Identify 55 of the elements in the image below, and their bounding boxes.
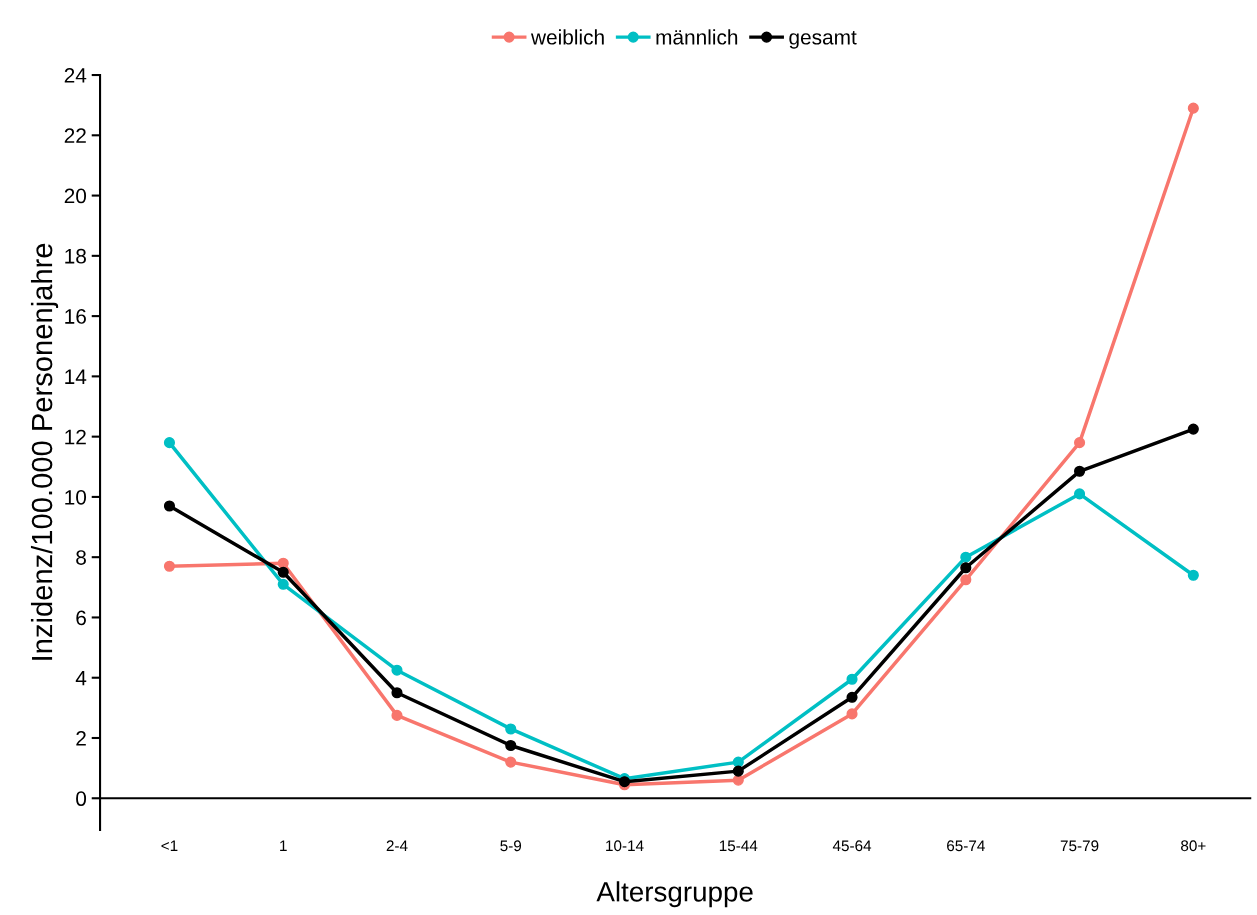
x-tick-label: 75-79 (1060, 840, 1099, 852)
point (960, 551, 972, 563)
y-tick-label: 0 (76, 791, 87, 807)
point (391, 709, 403, 721)
point (1074, 488, 1086, 500)
x-tick-label: 15-44 (719, 840, 758, 852)
y-tick-label: 10 (65, 489, 87, 505)
y-tick-label: 20 (64, 188, 87, 204)
point (846, 691, 858, 703)
legend-label: weiblich (530, 29, 604, 45)
point (960, 574, 972, 586)
x-tick-label: 45-64 (832, 840, 872, 852)
point (163, 560, 176, 572)
x-axis-title: Altersgruppe (596, 881, 753, 908)
y-tick-label: 24 (64, 68, 87, 83)
y-tick-label: 2 (76, 731, 86, 746)
y-tick-label: 16 (65, 309, 86, 324)
point (163, 437, 176, 449)
point (732, 765, 744, 777)
y-tick-label: 22 (64, 128, 86, 143)
point (277, 566, 289, 578)
y-axis-title: Inzidenz/100.000 Personenjahre (30, 243, 59, 660)
point (732, 756, 744, 768)
x-tick-label: 2-4 (386, 840, 408, 851)
point (505, 723, 517, 735)
y-tick-label: 8 (76, 550, 86, 565)
point (732, 774, 744, 786)
y-tick-label: 18 (65, 248, 86, 264)
point (505, 739, 517, 752)
point (391, 664, 403, 676)
x-tick-label: <1 (161, 840, 178, 851)
legend-label: männlich (656, 29, 738, 45)
x-tick-label: 65-74 (947, 840, 985, 852)
point (960, 562, 972, 574)
x-tick-label: 80+ (1181, 840, 1206, 852)
y-tick-label: 12 (65, 429, 86, 445)
point (1074, 465, 1086, 477)
point (277, 578, 289, 590)
point (1187, 569, 1199, 581)
point (1187, 423, 1199, 435)
point (846, 673, 858, 685)
point (846, 708, 858, 720)
y-tick-label: 4 (75, 670, 87, 686)
y-tick-label: 6 (76, 610, 86, 626)
legend-label: gesamt (789, 30, 857, 49)
y-tick-label: 14 (65, 369, 87, 384)
point (1074, 437, 1086, 449)
point (505, 756, 517, 768)
point (163, 500, 176, 512)
point (277, 557, 289, 569)
point (1187, 102, 1199, 114)
x-tick-label: 1 (280, 840, 287, 851)
point (391, 687, 403, 699)
x-tick-label: 5-9 (500, 840, 522, 852)
x-tick-label: 10-14 (606, 840, 644, 852)
